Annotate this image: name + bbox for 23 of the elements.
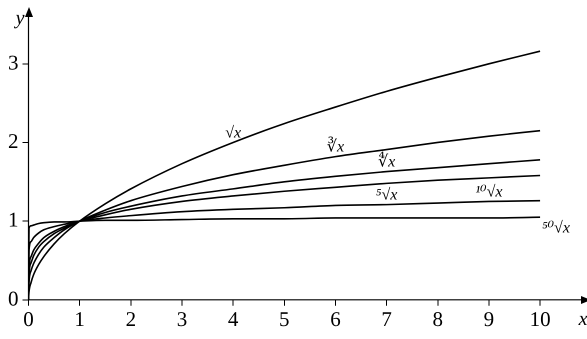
x-tick-label: 4	[228, 306, 239, 331]
x-tick-label: 9	[484, 306, 494, 331]
x-tick-label: 3	[176, 306, 188, 331]
x-tick-label: 0	[23, 306, 34, 331]
series-label: ¹⁰√x	[475, 183, 502, 200]
series-label: √x	[225, 124, 242, 142]
x-tick-label: 6	[330, 306, 341, 331]
y-tick-label: 0	[8, 286, 18, 310]
series-label: ⁵⁰√x	[542, 219, 570, 236]
x-tick-label: 7	[381, 306, 392, 331]
y-axis-title: y	[14, 6, 25, 29]
y-tick-label: 3	[8, 50, 18, 74]
series-label: ∛x	[326, 136, 344, 156]
x-tick-label: 8	[432, 306, 444, 331]
x-tick-label: 10	[530, 306, 551, 331]
x-tick-label: 5	[279, 306, 290, 331]
y-tick-label: 1	[8, 208, 18, 232]
x-tick-label: 1	[74, 306, 85, 331]
series-label: ∜x	[378, 152, 396, 171]
x-axis-title: x	[578, 308, 587, 330]
x-tick-label: 2	[126, 306, 136, 331]
y-tick-label: 2	[8, 128, 18, 153]
series-label: ⁵√x	[376, 186, 398, 204]
